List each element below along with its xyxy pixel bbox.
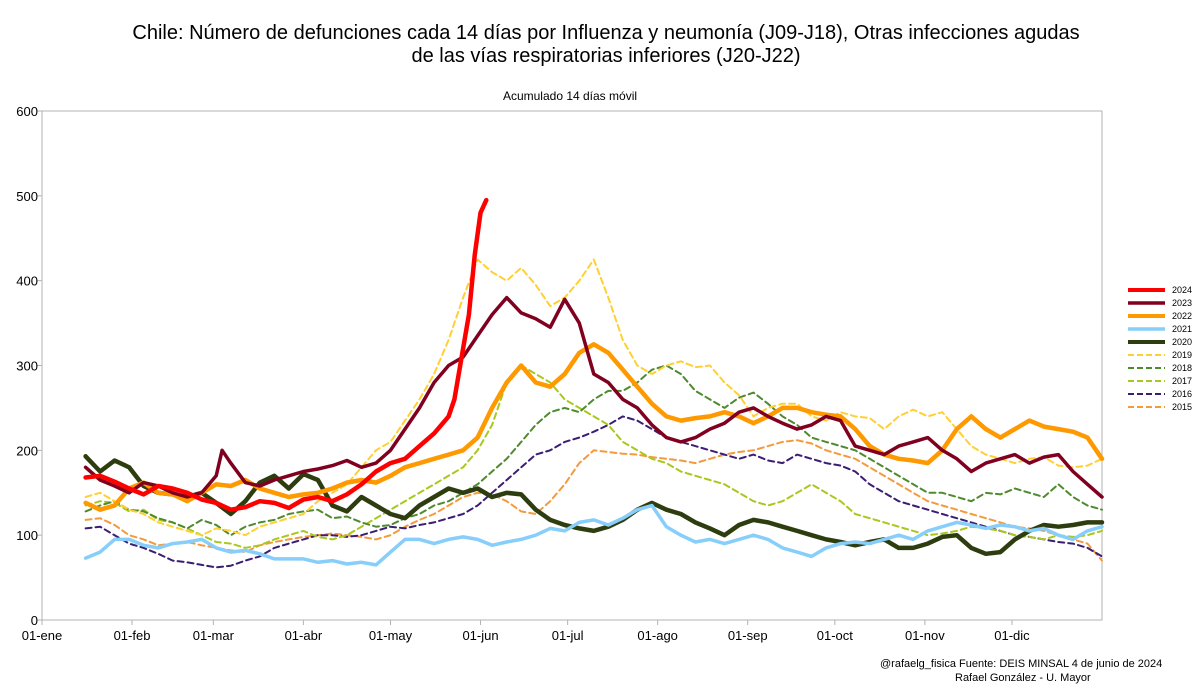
series-line-2020 <box>83 454 1105 557</box>
legend-label-2016: 2016 <box>1172 389 1192 399</box>
x-tick-label: 01-dic <box>994 628 1030 643</box>
legend-label-2023: 2023 <box>1172 298 1192 308</box>
series-line-2017 <box>84 364 1103 549</box>
y-tick-label: 200 <box>16 443 38 458</box>
y-tick-label: 600 <box>16 104 38 119</box>
chart-legend: 2024 2023 2022 2021 2020 2019 2018 2017 2016 2015 <box>1128 285 1192 412</box>
footer-author: Rafael González - U. Mayor <box>955 672 1091 684</box>
x-tick-label: 01-jul <box>552 628 584 643</box>
series-line-2019 <box>84 258 1103 537</box>
x-tick-label: 01-sep <box>728 628 768 643</box>
series-line-2021 <box>83 503 1104 567</box>
x-tick-label: 01-may <box>369 628 413 643</box>
legend-label-2015: 2015 <box>1172 402 1192 412</box>
legend-label-2020: 2020 <box>1172 337 1192 347</box>
series-line-2016 <box>84 415 1103 569</box>
series-line-2015 <box>84 439 1103 562</box>
legend-label-2018: 2018 <box>1172 363 1192 373</box>
x-tick-label: 01-ene <box>22 628 62 643</box>
chart-title-line-2: de las vías respiratorias inferiores (J2… <box>411 45 801 67</box>
x-tick-label: 01-feb <box>114 628 151 643</box>
legend-label-2017: 2017 <box>1172 376 1192 386</box>
legend-label-2024: 2024 <box>1172 285 1192 295</box>
x-tick-label: 01-nov <box>905 628 945 643</box>
y-tick-label: 100 <box>16 528 38 543</box>
x-tick-label: 01-ago <box>637 628 677 643</box>
legend-label-2019: 2019 <box>1172 350 1192 360</box>
series-line-2023 <box>83 295 1104 499</box>
legend-label-2021: 2021 <box>1172 324 1192 334</box>
y-tick-label: 500 <box>16 189 38 204</box>
y-tick-label: 400 <box>16 274 38 289</box>
chart-subtitle: Acumulado 14 días móvil <box>502 89 638 103</box>
chart-title-line-1: Chile: Número de defunciones cada 14 día… <box>132 22 1080 44</box>
x-tick-label: 01-mar <box>193 628 235 643</box>
x-tick-label: 01-oct <box>817 628 854 643</box>
x-tick-label: 01-jun <box>462 628 498 643</box>
chart-title: Chile: Número de defunciones cada 14 día… <box>0 22 1200 68</box>
legend-label-2022: 2022 <box>1172 311 1192 321</box>
series-line-2024 <box>83 197 489 512</box>
y-tick-label: 300 <box>16 359 38 374</box>
footer-credit: @rafaelg_fisica Fuente: DEIS MINSAL 4 de… <box>880 658 1163 670</box>
x-tick-label: 01-abr <box>285 628 323 643</box>
y-tick-label: 0 <box>31 613 38 628</box>
chart-axes: 0 100 200 300 400 500 600 01-ene 01-feb 01-mar 01-… <box>16 104 1103 643</box>
series-line-2018 <box>84 364 1103 537</box>
chart-series <box>83 197 1105 569</box>
